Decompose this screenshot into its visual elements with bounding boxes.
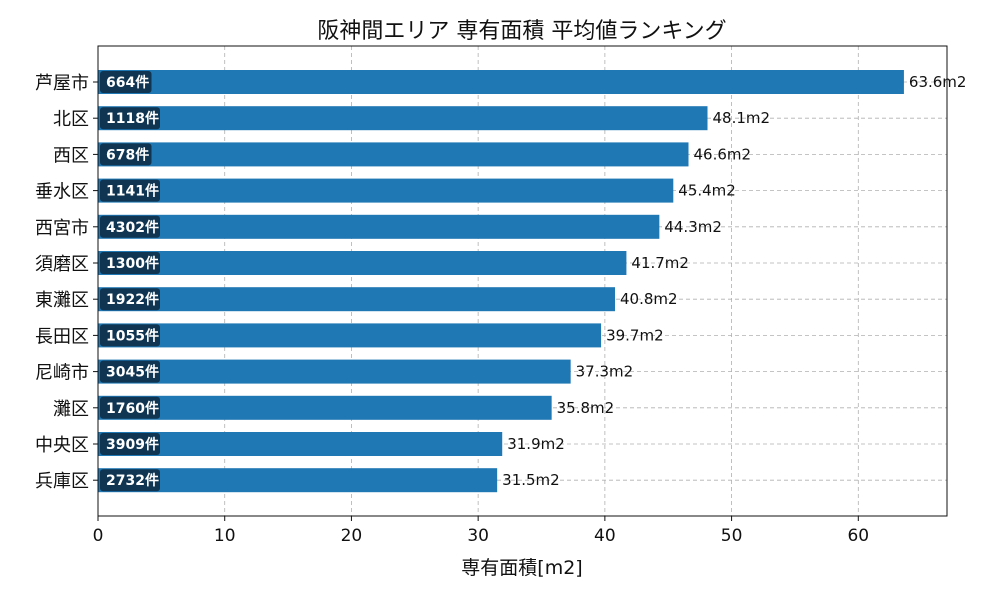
labels: 664件 63.6m2 1118件 48.1m2 678件 46.6m2 1141件 45.4… bbox=[106, 73, 966, 489]
x-tick-label: 10 bbox=[214, 526, 236, 546]
value-label: 35.8m2 bbox=[557, 399, 615, 417]
count-badge bbox=[100, 143, 152, 166]
count-label: 4302件 bbox=[106, 219, 159, 236]
y-tick-label: 長田区 bbox=[35, 326, 89, 347]
plot-frame bbox=[97, 45, 948, 517]
count-label: 1141件 bbox=[106, 183, 159, 200]
bar bbox=[98, 251, 627, 275]
x-tick-label: 50 bbox=[721, 526, 743, 546]
bar bbox=[98, 70, 904, 94]
chart-title: 阪神間エリア 専有面積 平均値ランキング bbox=[317, 19, 726, 44]
count-label: 1922件 bbox=[106, 291, 159, 308]
value-label: 45.4m2 bbox=[678, 182, 736, 200]
count-badge bbox=[100, 107, 160, 130]
y-tick-label: 北区 bbox=[53, 109, 89, 130]
y-tick-label: 尼崎市 bbox=[35, 363, 89, 384]
count-badge bbox=[100, 252, 160, 274]
count-badge bbox=[100, 433, 160, 455]
bar bbox=[98, 359, 571, 384]
x-tick-label: 0 bbox=[93, 526, 104, 546]
bar bbox=[98, 432, 503, 456]
count-badge bbox=[100, 360, 160, 383]
bar bbox=[98, 395, 552, 420]
x-axis-label: 専有面積[m2] bbox=[461, 557, 582, 579]
x-tick-label: 20 bbox=[341, 526, 363, 546]
count-badge bbox=[100, 324, 160, 347]
count-label: 1760件 bbox=[106, 400, 159, 417]
count-badge bbox=[100, 469, 160, 492]
value-label: 48.1m2 bbox=[713, 109, 771, 127]
y-tick-label: 灘区 bbox=[53, 399, 89, 420]
y-tick-label: 中央区 bbox=[35, 435, 89, 456]
y-tick-label: 芦屋市 bbox=[35, 73, 89, 94]
count-badge bbox=[100, 71, 152, 93]
y-tick-label: 垂水区 bbox=[35, 182, 89, 203]
y-tick-label: 須磨区 bbox=[35, 254, 89, 275]
bar bbox=[98, 106, 708, 131]
y-tick-label: 西宮市 bbox=[35, 218, 89, 239]
value-label: 41.7m2 bbox=[631, 254, 689, 272]
x-tick-label: 30 bbox=[467, 526, 489, 546]
value-label: 37.3m2 bbox=[576, 363, 634, 381]
bar bbox=[98, 142, 689, 167]
value-label: 46.6m2 bbox=[693, 145, 751, 163]
x-tick-label: 40 bbox=[594, 526, 616, 546]
x-axis: 0 10 20 30 40 50 60 bbox=[93, 516, 869, 546]
value-label: 63.6m2 bbox=[909, 73, 967, 91]
bar bbox=[98, 468, 498, 493]
count-label: 664件 bbox=[106, 74, 149, 91]
count-label: 2732件 bbox=[106, 472, 159, 489]
count-badge bbox=[100, 396, 160, 419]
count-label: 3909件 bbox=[106, 436, 159, 453]
value-label: 31.5m2 bbox=[502, 471, 560, 489]
value-label: 39.7m2 bbox=[606, 326, 664, 344]
value-label: 31.9m2 bbox=[507, 435, 565, 453]
count-badge bbox=[100, 288, 160, 311]
count-label: 1118件 bbox=[106, 110, 159, 127]
count-label: 3045件 bbox=[106, 364, 159, 381]
bar bbox=[98, 178, 674, 203]
y-tick-label: 東灘区 bbox=[35, 290, 89, 311]
count-label: 1300件 bbox=[106, 255, 159, 272]
count-label: 678件 bbox=[106, 146, 149, 163]
count-badge bbox=[100, 179, 160, 202]
bar bbox=[98, 287, 616, 312]
bar bbox=[98, 214, 660, 239]
value-label: 44.3m2 bbox=[664, 218, 722, 236]
count-badge bbox=[100, 215, 160, 238]
bars bbox=[98, 70, 904, 493]
bar bbox=[98, 323, 602, 348]
y-tick-label: 西区 bbox=[53, 145, 89, 166]
value-label: 40.8m2 bbox=[620, 290, 678, 308]
x-tick-label: 60 bbox=[847, 526, 869, 546]
y-tick-label: 兵庫区 bbox=[35, 471, 89, 492]
count-label: 1055件 bbox=[106, 327, 159, 344]
